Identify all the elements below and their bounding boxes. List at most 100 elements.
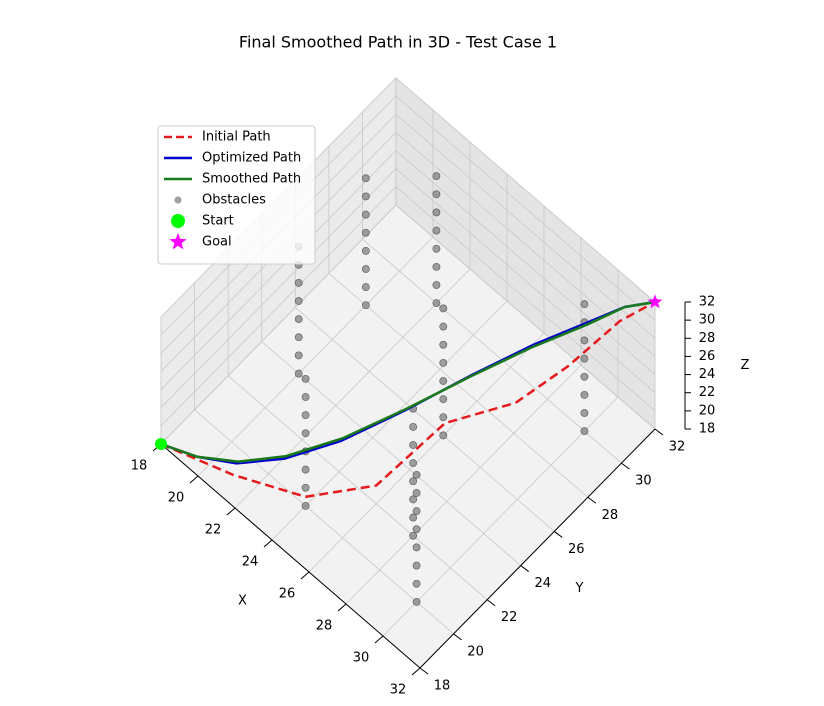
legend-label: Initial Path <box>202 130 271 145</box>
marker <box>439 431 448 440</box>
marker <box>301 465 310 474</box>
marker <box>412 597 421 606</box>
marker <box>580 390 589 399</box>
marker <box>432 208 441 217</box>
marker <box>409 513 418 522</box>
y-tick <box>654 428 664 436</box>
y-tick-label: 22 <box>501 610 518 625</box>
marker <box>294 351 303 360</box>
x-tick <box>189 475 199 484</box>
marker <box>580 409 589 417</box>
grid-line <box>160 131 656 372</box>
y-tick <box>453 633 462 641</box>
legend-box <box>157 125 316 265</box>
marker <box>580 354 589 363</box>
z-tick-label: 20 <box>699 403 716 418</box>
x-tick-label: 22 <box>205 523 222 538</box>
legend-marker <box>174 196 182 204</box>
marker <box>432 226 441 235</box>
marker <box>361 283 370 292</box>
marker <box>409 459 418 468</box>
marker <box>580 336 589 345</box>
marker <box>412 543 421 552</box>
marker <box>361 174 370 183</box>
marker <box>580 372 589 381</box>
z-tick-label: 26 <box>699 349 716 364</box>
legend-marker <box>171 214 185 228</box>
y-tick <box>520 565 530 572</box>
y-tick <box>621 462 630 470</box>
y-tick <box>587 496 597 504</box>
x-tick-label: 20 <box>168 491 185 506</box>
x-tick-label: 28 <box>316 619 333 634</box>
marker <box>412 470 421 479</box>
marker <box>361 228 370 237</box>
y-tick <box>553 531 563 538</box>
legend-label: Goal <box>202 235 232 250</box>
marker <box>412 507 421 516</box>
marker <box>294 297 303 305</box>
y-tick <box>486 599 496 607</box>
marker <box>361 265 370 273</box>
marker <box>580 300 589 309</box>
grid-line <box>160 113 656 354</box>
x-tick <box>300 571 310 580</box>
x-tick <box>411 667 421 676</box>
marker <box>361 301 370 310</box>
y-axis <box>419 428 656 669</box>
z-tick-label: 32 <box>699 295 716 310</box>
marker <box>301 483 310 492</box>
marker <box>301 429 310 438</box>
x-tick-label: 18 <box>131 459 148 474</box>
marker <box>439 304 448 313</box>
marker <box>432 281 441 289</box>
marker <box>294 369 303 378</box>
y-tick <box>419 667 429 675</box>
y-tick-label: 26 <box>568 542 585 557</box>
marker <box>301 501 310 510</box>
marker <box>439 358 448 367</box>
marker <box>361 192 370 201</box>
marker <box>412 489 421 497</box>
marker <box>432 262 441 271</box>
marker <box>409 495 418 504</box>
marker <box>439 395 448 404</box>
x-tick <box>374 635 384 644</box>
marker <box>361 246 370 255</box>
path-line <box>160 300 656 499</box>
y-axis-label: Y <box>575 581 584 596</box>
x-tick <box>226 507 236 516</box>
z-tick-label: 18 <box>699 422 716 437</box>
marker <box>361 210 370 219</box>
marker <box>412 561 421 570</box>
marker <box>301 411 310 420</box>
marker <box>439 377 448 385</box>
marker <box>439 413 448 422</box>
y-tick-label: 24 <box>534 576 551 591</box>
y-tick-label: 28 <box>602 508 619 523</box>
y-tick-label: 20 <box>467 644 484 659</box>
legend-label: Optimized Path <box>202 151 301 166</box>
x-tick-label: 30 <box>353 651 370 666</box>
grid-line <box>160 150 656 390</box>
marker <box>294 278 303 287</box>
path-line <box>160 300 656 463</box>
marker <box>439 322 448 331</box>
marker <box>409 477 418 486</box>
x-axis-label: X <box>238 594 247 609</box>
marker <box>432 244 441 253</box>
marker <box>301 374 310 383</box>
grid-line <box>160 186 656 427</box>
legend-label: Obstacles <box>202 193 266 208</box>
z-tick-label: 30 <box>699 313 716 328</box>
legend-label: Smoothed Path <box>202 172 301 187</box>
z-tick-label: 22 <box>699 385 716 400</box>
marker <box>412 525 421 534</box>
marker <box>409 531 418 540</box>
z-tick-label: 28 <box>699 331 716 346</box>
x-tick-label: 26 <box>279 587 296 602</box>
marker <box>412 579 421 588</box>
grid-line <box>160 204 656 445</box>
legend-marker <box>169 232 187 250</box>
